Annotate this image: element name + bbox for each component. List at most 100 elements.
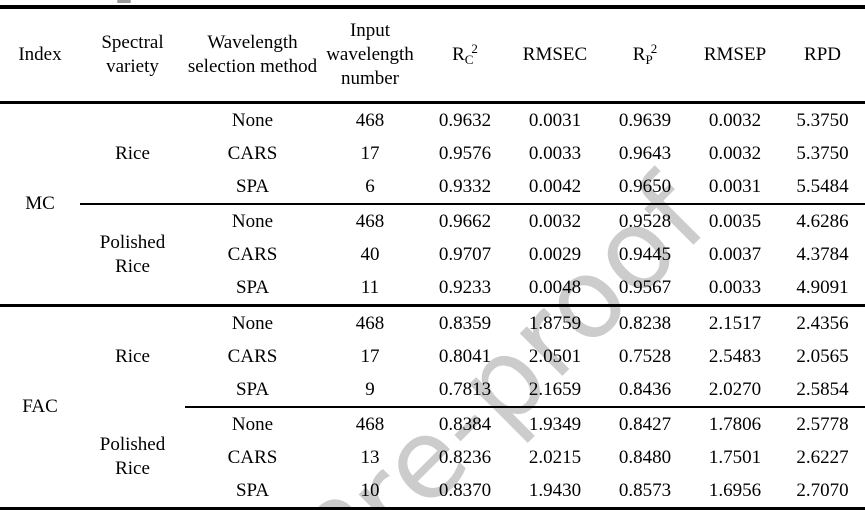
cell-rc2: 0.9662 <box>438 210 492 232</box>
cell-input: 17 <box>360 142 380 164</box>
cell-input: 10 <box>360 479 380 501</box>
cell-method: SPA <box>185 271 320 307</box>
table-row: CARS 17 0.8041 2.0501 0.7528 2.5483 2.05… <box>0 340 865 373</box>
cell-rpd: 5.5484 <box>780 170 865 205</box>
cell-rp2: 0.9639 <box>618 109 672 131</box>
table-row: SPA 6 0.9332 0.0042 0.9650 0.0031 5.5484 <box>0 170 865 205</box>
cell-rmsep: 0.0033 <box>690 271 780 307</box>
cell-rp2: 0.8480 <box>618 446 672 468</box>
cell-rc2: 0.9332 <box>420 170 510 205</box>
cell-index-mc: MC <box>0 102 80 307</box>
table-row: SPA 10 0.8370 1.9430 0.8573 1.6956 2.707… <box>0 474 865 509</box>
cell-rp2: 0.7528 <box>618 345 672 367</box>
table-row: SPA 9 0.7813 2.1659 0.8436 2.0270 2.5854 <box>0 373 865 408</box>
cell-rp2: 0.8573 <box>618 479 672 501</box>
cell-rmsep: 0.0032 <box>708 142 762 164</box>
cell-input: 9 <box>320 373 420 408</box>
cell-rmsec: 1.9430 <box>528 479 582 501</box>
cell-rc2: 0.8359 <box>438 312 492 334</box>
cell-rmsep: 2.5483 <box>708 345 762 367</box>
table-row: CARS 13 0.8236 2.0215 0.8480 1.7501 2.62… <box>0 441 865 474</box>
rp2-subscript: P <box>645 52 653 68</box>
rp2-base: R <box>632 44 646 66</box>
cropped-caption-remnant <box>117 0 131 3</box>
rp2-superscript: 2 <box>650 41 658 57</box>
cell-input: 11 <box>320 271 420 307</box>
cell-method: CARS <box>227 446 278 468</box>
cell-rpd: 2.5854 <box>780 373 865 408</box>
header-rpd: RPD <box>780 7 865 104</box>
header-spectral-variety: Spectral variety <box>80 7 185 104</box>
table-row: CARS 40 0.9707 0.0029 0.9445 0.0037 4.37… <box>0 238 865 271</box>
cell-rpd: 4.9091 <box>780 271 865 307</box>
table-row: FAC Rice None 468 0.8359 1.8759 0.8238 2… <box>0 306 865 418</box>
cell-rmsec: 1.9349 <box>528 413 582 435</box>
cell-input: 468 <box>355 413 385 435</box>
header-wavelength-selection-method: Wavelength selection method <box>185 7 320 104</box>
cell-rmsec: 2.1659 <box>510 373 600 408</box>
cell-rpd: 2.7070 <box>796 479 849 501</box>
rc2-subscript: C <box>464 52 474 68</box>
cell-rpd: 5.3750 <box>796 109 849 131</box>
header-rc2: RC2 <box>420 7 510 104</box>
cell-rpd: 2.6227 <box>796 446 849 468</box>
cell-rp2: 0.9643 <box>618 142 672 164</box>
rc2-base: R <box>452 44 465 66</box>
cell-rmsep: 0.0031 <box>690 170 780 205</box>
cell-rmsep: 0.0032 <box>708 109 762 131</box>
cell-method: None <box>231 210 274 232</box>
cell-rmsec: 1.8759 <box>528 312 582 334</box>
header-index: Index <box>0 7 80 104</box>
cell-rmsec: 2.0501 <box>528 345 582 367</box>
cell-rp2: 0.9528 <box>618 210 672 232</box>
cell-method: None <box>231 312 274 334</box>
cell-input: 13 <box>360 446 380 468</box>
cell-rp2: 0.9650 <box>600 170 690 205</box>
cell-input: 17 <box>360 345 380 367</box>
cell-rpd: 2.0565 <box>796 345 849 367</box>
cell-variety-rice: Rice <box>115 346 150 368</box>
cell-variety-polished-rice: Polished Rice <box>80 204 185 307</box>
header-row: Index Spectral variety Wavelength select… <box>0 7 865 104</box>
table-row: Polished Rice None 468 0.9662 0.0032 0.9… <box>0 204 865 307</box>
cell-rmsec: 0.0033 <box>528 142 582 164</box>
table-row: MC Rice None 468 0.9632 0.0031 0.9639 0.… <box>0 102 865 307</box>
cell-method: None <box>231 413 274 435</box>
cell-input: 6 <box>320 170 420 205</box>
cell-method: SPA <box>185 170 320 205</box>
cell-variety-rice: Rice <box>80 102 185 205</box>
cell-rmsep: 1.7806 <box>708 413 762 435</box>
cell-rpd: 4.6286 <box>796 210 849 232</box>
cell-rc2: 0.9233 <box>420 271 510 307</box>
cell-rpd: 2.5778 <box>796 413 849 435</box>
cell-input: 40 <box>360 243 380 265</box>
results-table: Index Spectral variety Wavelength select… <box>0 5 865 510</box>
cell-rc2: 0.9632 <box>438 109 492 131</box>
header-rmsec: RMSEC <box>510 7 600 104</box>
cell-input: 468 <box>355 109 385 131</box>
cell-rmsep: 0.0037 <box>708 243 762 265</box>
rc2-superscript: 2 <box>471 41 478 57</box>
table-row: CARS 17 0.9576 0.0033 0.9643 0.0032 5.37… <box>0 137 865 170</box>
cell-rmsep: 1.6956 <box>708 479 762 501</box>
cell-index-fac: FAC <box>22 396 58 418</box>
table-row: Polished Rice None 468 0.8384 1.9349 0.8… <box>0 407 865 479</box>
cell-rc2: 0.9576 <box>438 142 492 164</box>
header-input-wavelength-number: Input wavelength number <box>320 7 420 104</box>
cell-method: None <box>231 109 274 131</box>
cell-rc2: 0.8370 <box>438 479 492 501</box>
cell-rp2: 0.8238 <box>618 312 672 334</box>
cell-rc2: 0.9707 <box>438 243 492 265</box>
cell-method: CARS <box>227 345 278 367</box>
cell-rmsec: 2.0215 <box>528 446 582 468</box>
cell-rc2: 0.8236 <box>438 446 492 468</box>
cell-rmsep: 0.0035 <box>708 210 762 232</box>
cell-rmsep: 2.1517 <box>708 312 762 334</box>
cell-rpd: 2.4356 <box>796 312 849 334</box>
cell-rmsec: 0.0048 <box>510 271 600 307</box>
cell-rmsec: 0.0032 <box>528 210 582 232</box>
cell-variety-polished-rice: Polished Rice <box>99 434 166 479</box>
cell-method: SPA <box>235 479 270 501</box>
cell-rmsep: 2.0270 <box>690 373 780 408</box>
